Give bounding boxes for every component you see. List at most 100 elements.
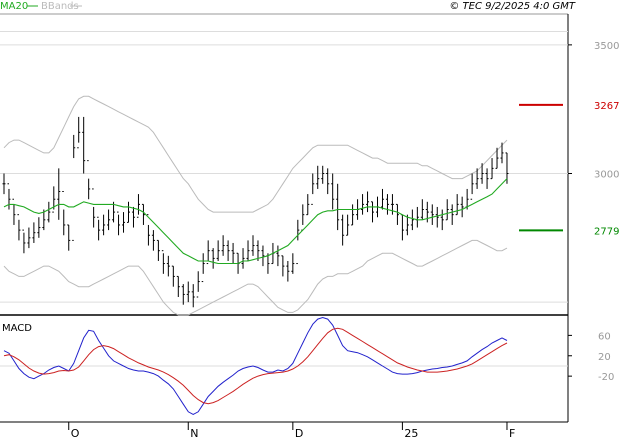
ohlc-bar xyxy=(211,248,215,269)
ohlc-bar xyxy=(410,209,414,231)
legend-bbands: BBands xyxy=(41,1,79,12)
ohlc-bar xyxy=(57,168,61,220)
ohlc-bar xyxy=(485,168,489,189)
ohlc-bar xyxy=(72,134,76,241)
ohlc-bar xyxy=(226,240,230,261)
ohlc-bar xyxy=(151,230,155,251)
x-tick-label: N xyxy=(190,427,198,440)
ohlc-bar xyxy=(166,255,170,277)
ohlc-bar xyxy=(435,206,439,228)
ohlc-bar xyxy=(141,203,145,225)
ohlc-bar xyxy=(27,227,31,249)
ohlc-bar xyxy=(241,248,245,269)
ohlc-bar xyxy=(440,209,444,231)
ohlc-bar xyxy=(261,245,265,267)
legend-ma20: MA20 xyxy=(0,1,28,12)
ohlc-bar xyxy=(201,253,205,283)
ma20-line xyxy=(3,178,508,265)
ohlc-bar xyxy=(405,214,409,236)
ohlc-bar xyxy=(380,188,384,210)
ohlc-bar xyxy=(286,260,290,282)
ohlc-bar xyxy=(460,196,464,218)
macd-tick-label: 20 xyxy=(598,352,611,363)
ohlc-bar xyxy=(385,194,389,215)
ma20-polyline xyxy=(3,178,508,265)
ohlc-bar xyxy=(67,224,71,251)
ohlc-bar xyxy=(276,245,280,267)
level-label-3267: 3267 xyxy=(594,101,619,112)
ohlc-bar xyxy=(221,235,225,256)
ohlc-bar xyxy=(186,281,190,303)
ohlc-bar xyxy=(291,253,295,274)
ohlc-bar xyxy=(146,214,150,246)
price-y-ticks: 3500 3000 xyxy=(568,41,619,181)
ohlc-bar xyxy=(346,214,350,236)
ohlc-bar xyxy=(22,229,26,254)
y-tick-label: 3000 xyxy=(594,170,619,181)
ohlc-bar xyxy=(77,116,81,149)
ohlc-bar xyxy=(490,158,494,180)
ohlc-bar xyxy=(361,194,365,215)
ohlc-bar xyxy=(331,173,335,210)
ohlc-bar xyxy=(480,163,484,184)
ohlc-bar xyxy=(136,194,140,218)
ohlc-bar xyxy=(176,275,180,297)
ohlc-bar xyxy=(181,284,185,305)
ohlc-bar xyxy=(161,250,165,274)
ohlc-bar xyxy=(127,201,130,223)
ohlc-bar xyxy=(87,160,91,200)
ohlc-bar xyxy=(2,173,6,195)
bb-upper-line xyxy=(3,95,508,213)
ohlc-bar xyxy=(415,206,419,228)
ohlc-bar xyxy=(206,240,210,265)
ohlc-bar xyxy=(156,239,160,261)
ohlc-bar xyxy=(495,147,499,169)
ohlc-bar xyxy=(430,204,434,225)
macd-title: MACD xyxy=(2,323,32,334)
ohlc-bar xyxy=(371,201,375,223)
ohlc-bar xyxy=(131,206,135,228)
level-label-2779: 2779 xyxy=(594,226,619,237)
ohlc-bar xyxy=(316,165,320,189)
ohlc-bar xyxy=(306,194,310,216)
ohlc-bar xyxy=(231,242,235,264)
macd-tick-label: 60 xyxy=(598,331,611,342)
ohlc-bar xyxy=(196,271,200,298)
ohlc-bar xyxy=(256,240,260,261)
copyright-text: © TEC 9/2/2025 4:0 GMT xyxy=(449,1,576,12)
ohlc-bar xyxy=(117,211,121,236)
ohlc-bar xyxy=(107,209,111,231)
bollinger-bands xyxy=(3,95,508,316)
ohlc-bar xyxy=(351,204,355,226)
ohlc-bar xyxy=(445,199,449,221)
ohlc-bar xyxy=(251,235,255,256)
ohlc-bar xyxy=(122,212,126,233)
ohlc-bar xyxy=(336,183,340,231)
ohlc-bar xyxy=(341,214,345,246)
ohlc-bar xyxy=(475,168,479,189)
ohlc-bar xyxy=(62,191,66,236)
ohlc-bar xyxy=(366,191,370,213)
ohlc-bar xyxy=(326,168,330,195)
ohlc-bar xyxy=(301,204,305,231)
ohlc-bar xyxy=(92,188,96,228)
ohlc-bars xyxy=(2,116,509,308)
ohlc-bar xyxy=(246,240,250,261)
ohlc-bar xyxy=(470,173,474,200)
ohlc-bar xyxy=(191,284,195,308)
ohlc-bar xyxy=(12,198,16,225)
x-tick-label: D xyxy=(295,427,303,440)
ohlc-bar xyxy=(32,222,36,243)
ohlc-bar xyxy=(400,214,404,241)
ohlc-bar xyxy=(216,240,220,261)
ohlc-bar xyxy=(450,204,454,225)
x-tick-label: F xyxy=(509,427,515,440)
x-axis-ticks: O N D 25 F xyxy=(68,422,515,440)
ohlc-bar xyxy=(500,142,504,164)
ohlc-bar xyxy=(321,165,325,184)
x-tick-label: O xyxy=(71,427,80,440)
ohlc-bar xyxy=(37,217,41,238)
macd-series-signal xyxy=(3,327,508,405)
macd-tick-label: -20 xyxy=(598,372,614,383)
